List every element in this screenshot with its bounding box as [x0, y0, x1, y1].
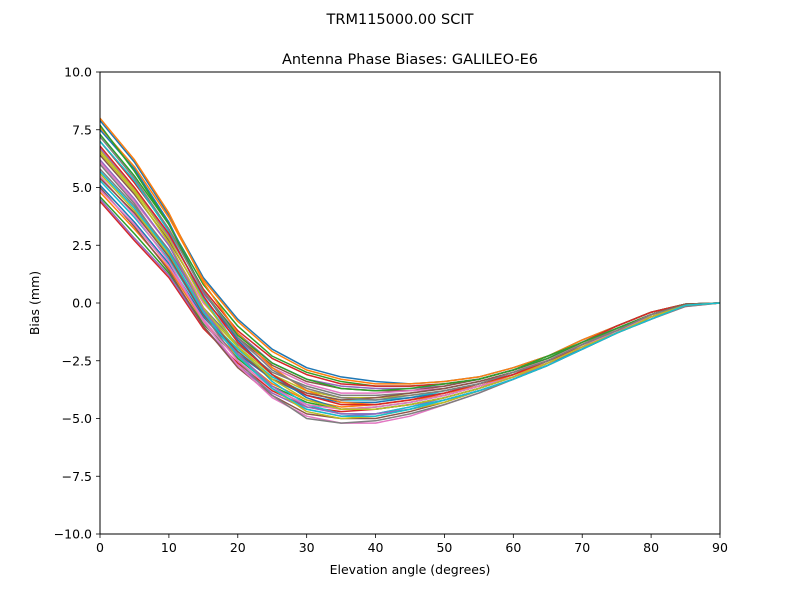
chart-title: Antenna Phase Biases: GALILEO-E6 [282, 52, 538, 68]
series-line-2 [99, 126, 721, 385]
y-tick-label: −10.0 [54, 527, 92, 542]
x-axis-ticks: 0 10 20 30 40 50 60 70 80 90 [96, 534, 728, 555]
series-line-28 [99, 136, 721, 401]
y-tick-label: −7.5 [62, 469, 92, 484]
y-tick-label: 5.0 [72, 180, 92, 195]
chart-suptitle: TRM115000.00 SCIT [326, 12, 474, 28]
x-tick-label: 90 [712, 540, 728, 555]
series-line-22 [99, 117, 721, 406]
y-axis-ticks: −10.0 −7.5 −5.0 −2.5 0.0 2.5 5.0 7.5 10.0 [54, 65, 100, 542]
x-tick-label: 30 [299, 540, 315, 555]
y-axis-label: Bias (mm) [27, 271, 42, 335]
plot-lines [99, 117, 721, 424]
series-line-1 [99, 120, 721, 385]
x-tick-label: 60 [505, 540, 521, 555]
x-axis-label: Elevation angle (degrees) [330, 562, 491, 577]
y-tick-label: −5.0 [62, 411, 92, 426]
x-tick-label: 50 [436, 540, 452, 555]
x-tick-label: 70 [574, 540, 590, 555]
x-tick-label: 40 [368, 540, 384, 555]
y-tick-label: −2.5 [62, 353, 92, 368]
series-line-12 [99, 191, 721, 408]
x-tick-label: 80 [643, 540, 659, 555]
y-tick-label: 2.5 [72, 238, 92, 253]
series-line-30 [99, 170, 721, 417]
x-tick-label: 20 [230, 540, 246, 555]
y-tick-label: 10.0 [64, 65, 92, 80]
x-tick-label: 0 [96, 540, 104, 555]
y-tick-label: 0.0 [72, 296, 92, 311]
series-line-27 [99, 189, 721, 411]
y-tick-label: 7.5 [72, 122, 92, 137]
series-line-5 [99, 147, 721, 390]
x-tick-label: 10 [161, 540, 177, 555]
series-line-21 [99, 129, 721, 411]
series-line-4 [99, 140, 721, 387]
